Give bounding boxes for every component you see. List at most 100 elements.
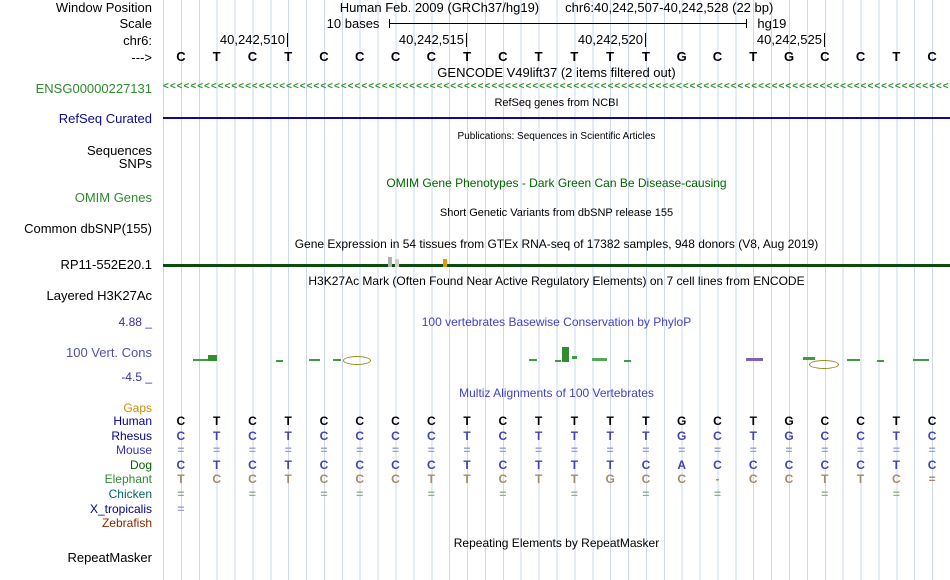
- base-letter: T: [463, 472, 471, 487]
- alignment-row-x-tropicalis[interactable]: X_tropicalis =: [0, 502, 950, 517]
- base-letter: [270, 487, 306, 501]
- base-letter: C: [498, 414, 508, 428]
- track-label-sequences[interactable]: Sequences: [86, 143, 152, 158]
- base-letter: T: [749, 49, 758, 64]
- alignment-row-elephant[interactable]: Elephant T C C T C C C T T C T T G C C - C C T T C =: [0, 472, 950, 487]
- alignment-row-dog[interactable]: Dog C T C T C C C C T C T T T C A C C C C C T C: [0, 458, 950, 473]
- base-letter: T: [463, 457, 471, 472]
- base-letter: T: [642, 414, 650, 428]
- track-label-x-tropicalis[interactable]: X_tropicalis: [89, 501, 152, 516]
- base-letter: [914, 502, 950, 516]
- track-label-dog[interactable]: Dog: [129, 457, 152, 472]
- alignment-row-mouse[interactable]: Mouse = = = = = = = = = = = = = = = = = = = = = =: [0, 443, 950, 458]
- conservation-mark: [847, 359, 860, 361]
- phylop-min-value: -4.5 _: [121, 370, 152, 384]
- base-letter: =: [427, 486, 435, 501]
- base-letter: =: [177, 501, 185, 516]
- alignment-row-rhesus[interactable]: Rhesus C T C T C C C C T C T T T T G C T G C C T C: [0, 429, 950, 444]
- base-letter: [771, 502, 807, 516]
- track-label-snps[interactable]: SNPs: [118, 156, 152, 171]
- base-letter: [270, 502, 306, 516]
- base-letter: [771, 487, 807, 501]
- base-letter: [413, 502, 449, 516]
- gtex-expression-mark: [395, 259, 399, 267]
- scale-label: Scale: [119, 16, 152, 31]
- base-letter: C: [927, 414, 937, 428]
- base-letter: C: [319, 428, 329, 443]
- track-label-chicken[interactable]: Chicken: [108, 486, 152, 501]
- track-label-gaps[interactable]: Gaps: [123, 401, 152, 415]
- track-label-common-dbsnp[interactable]: Common dbSNP(155): [24, 221, 152, 236]
- base-letter: -: [715, 472, 720, 487]
- alignment-row-zebrafish[interactable]: Zebrafish: [0, 516, 950, 531]
- base-letter: C: [641, 472, 651, 487]
- track-label-gencode-item[interactable]: ENSG00000227131: [35, 81, 152, 96]
- conservation-ellipse: [809, 360, 839, 369]
- base-letter: T: [427, 472, 435, 487]
- track-label-human[interactable]: Human: [113, 414, 152, 428]
- base-letter: C: [391, 428, 400, 443]
- omim-track-title: OMIM Gene Phenotypes - Dark Green Can Be…: [386, 176, 727, 190]
- base-letter: =: [427, 443, 435, 458]
- base-letter: C: [319, 457, 329, 472]
- base-letter: T: [212, 49, 221, 64]
- base-letter: =: [535, 443, 543, 458]
- base-letter: T: [463, 428, 471, 443]
- track-label-100-vert-cons[interactable]: 100 Vert. Cons: [66, 345, 152, 360]
- base-letter: C: [820, 457, 830, 472]
- track-label-gtex-gene[interactable]: RP11-552E20.1: [60, 257, 152, 272]
- track-label-rhesus[interactable]: Rhesus: [111, 428, 152, 443]
- base-letter: T: [534, 414, 543, 428]
- track-label-omim-genes[interactable]: OMIM Genes: [74, 190, 152, 205]
- base-letter: T: [570, 472, 579, 487]
- conservation-mark: [592, 358, 607, 361]
- base-letter: T: [821, 472, 829, 487]
- base-letter: [449, 487, 485, 501]
- base-letter: C: [390, 49, 401, 64]
- base-letter: =: [678, 443, 686, 458]
- base-letter: C: [927, 428, 937, 443]
- base-letter: G: [784, 428, 794, 443]
- base-letter: =: [320, 443, 328, 458]
- alignment-row-human[interactable]: Human C T C T C C C C T C T T T T G C T G C C T C: [0, 414, 950, 429]
- base-letter: =: [642, 443, 650, 458]
- conservation-mark: [276, 360, 283, 362]
- ruler-ticks[interactable]: 40,242,510 40,242,515 40,242,520 40,242,525: [163, 33, 950, 48]
- base-letter: T: [570, 414, 579, 428]
- track-label-zebrafish[interactable]: Zebrafish: [101, 516, 152, 531]
- base-letter: C: [355, 414, 365, 428]
- alignment-row-chicken[interactable]: Chicken = = = = = = = = = = =: [0, 487, 950, 502]
- gencode-strand-arrows[interactable]: <<<<<<<<<<<<<<<<<<<<<<<<<<<<<<<<<<<<<<<<…: [163, 81, 950, 92]
- base-letter: T: [641, 49, 650, 64]
- track-label-repeatmasker[interactable]: RepeatMasker: [67, 550, 152, 565]
- base-letter: =: [392, 443, 400, 458]
- base-letter: T: [284, 414, 292, 428]
- base-letter: [628, 502, 664, 516]
- track-label-elephant[interactable]: Elephant: [104, 472, 152, 487]
- base-letter: C: [748, 472, 758, 487]
- base-letter: T: [856, 472, 865, 487]
- base-letter: A: [677, 457, 687, 472]
- base-letter: C: [391, 457, 400, 472]
- ruler-tick: 40,242,520: [516, 33, 646, 47]
- base-position-gridlines: [163, 0, 950, 580]
- base-letter: C: [498, 457, 508, 472]
- track-label-layered-h3k27ac[interactable]: Layered H3K27Ac: [46, 288, 152, 303]
- base-letter: C: [856, 414, 865, 428]
- base-letter: G: [677, 414, 687, 428]
- base-letter: G: [677, 428, 687, 443]
- gtex-expression-mark: [388, 257, 392, 267]
- base-letter: =: [248, 443, 256, 458]
- base-letter: C: [713, 457, 722, 472]
- gtex-gene-model-bar[interactable]: [163, 264, 950, 267]
- base-letter: T: [606, 428, 614, 443]
- track-label-refseq-curated[interactable]: RefSeq Curated: [58, 111, 152, 126]
- base-letter: C: [176, 457, 186, 472]
- base-letter: =: [499, 486, 507, 501]
- refseq-gene-bar[interactable]: [163, 117, 950, 119]
- conservation-mark: [333, 359, 341, 361]
- base-letter: [843, 487, 879, 501]
- base-letter: T: [570, 428, 579, 443]
- track-label-mouse[interactable]: Mouse: [115, 443, 152, 458]
